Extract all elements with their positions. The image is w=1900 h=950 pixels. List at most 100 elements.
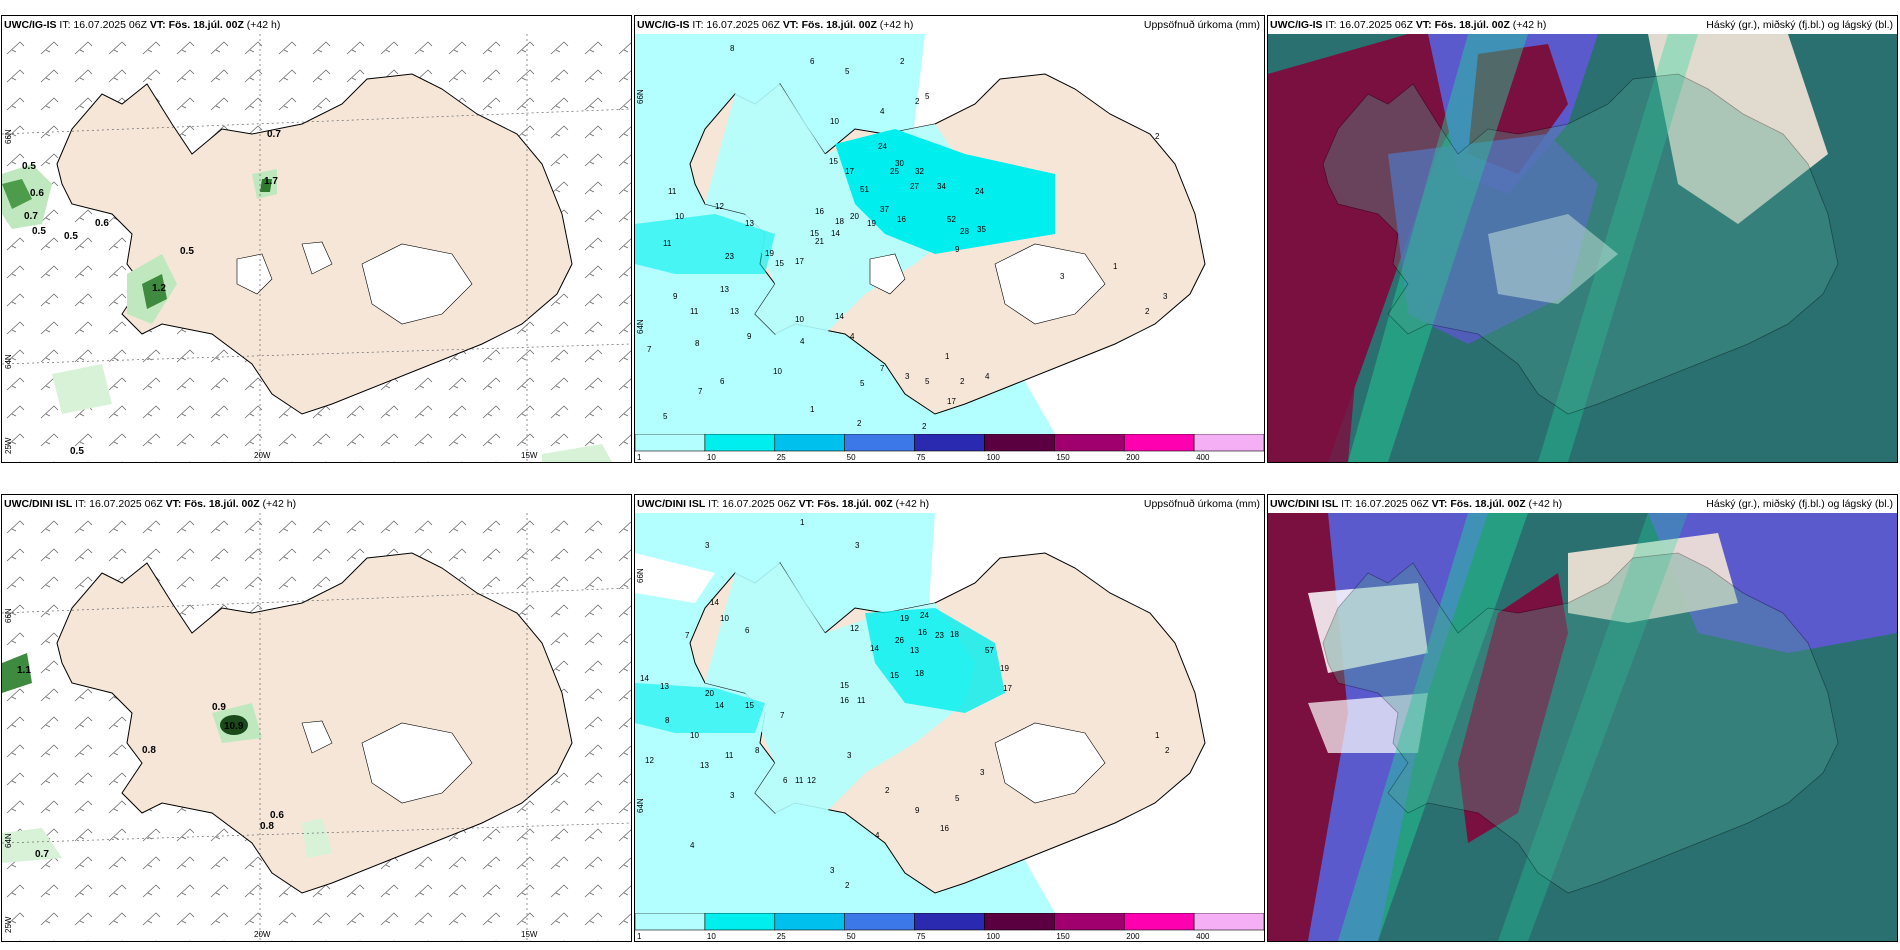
svg-text:13: 13 (745, 219, 754, 228)
panel-bottom-left-wind-gust: UWC/DINI ISL IT: 16.07.2025 06Z VT: Fös.… (1, 494, 632, 942)
panel-bottom-right-clouds: UWC/DINI ISL IT: 16.07.2025 06Z VT: Fös.… (1267, 494, 1898, 942)
svg-text:15: 15 (890, 671, 899, 680)
colorbar-tick: 50 (847, 453, 856, 462)
lat-label-64: 64N (4, 354, 13, 369)
gust-label: 0.6 (30, 188, 44, 199)
svg-text:20: 20 (705, 689, 714, 698)
map-svg-6 (1268, 513, 1897, 941)
svg-text:10: 10 (675, 212, 684, 221)
panel-top-middle-precip: UWC/IG-IS IT: 16.07.2025 06Z VT: Fös. 18… (634, 15, 1265, 463)
svg-text:13: 13 (720, 285, 729, 294)
svg-text:5: 5 (845, 67, 850, 76)
svg-text:3: 3 (1060, 272, 1065, 281)
svg-text:13: 13 (660, 682, 669, 691)
svg-text:3: 3 (830, 866, 835, 875)
svg-text:6: 6 (783, 776, 788, 785)
svg-text:1: 1 (945, 352, 950, 361)
lon-label-15: 15W (521, 930, 538, 939)
svg-text:3: 3 (705, 541, 710, 550)
svg-text:3: 3 (1163, 292, 1168, 301)
colorbar-swatch (984, 433, 1055, 452)
svg-text:15: 15 (810, 229, 819, 238)
svg-text:7: 7 (647, 345, 652, 354)
svg-text:5: 5 (925, 377, 930, 386)
svg-text:12: 12 (645, 756, 654, 765)
svg-text:2: 2 (857, 419, 862, 428)
svg-text:10: 10 (720, 614, 729, 623)
svg-text:3: 3 (847, 751, 852, 760)
precip-map: 3 1 3 14 10 7 6 12 19 24 16 23 18 57 19 … (635, 513, 1264, 913)
colorbar-swatch (1193, 433, 1264, 452)
gust-label: 0.8 (142, 745, 156, 756)
svg-text:2: 2 (1145, 307, 1150, 316)
svg-text:15: 15 (829, 157, 838, 166)
colorbar-swatch (844, 433, 915, 452)
svg-text:11: 11 (663, 239, 672, 248)
svg-text:19: 19 (867, 219, 876, 228)
svg-text:11: 11 (668, 187, 677, 196)
svg-text:3: 3 (730, 791, 735, 800)
svg-text:16: 16 (918, 628, 927, 637)
map-svg-1: 0.5 0.6 0.7 0.5 0.5 0.6 0.7 1.7 0.5 1.2 … (2, 34, 631, 462)
gust-label: 1.7 (264, 176, 278, 187)
svg-text:24: 24 (975, 187, 984, 196)
svg-text:14: 14 (710, 598, 719, 607)
colorbar-tick: 75 (917, 932, 926, 941)
svg-text:37: 37 (880, 205, 889, 214)
colorbar-swatch (1123, 433, 1195, 452)
svg-text:27: 27 (910, 182, 919, 191)
svg-text:10: 10 (690, 731, 699, 740)
svg-text:35: 35 (977, 225, 986, 234)
svg-text:2: 2 (1165, 746, 1170, 755)
svg-text:12: 12 (850, 624, 859, 633)
colorbar-tick: 200 (1126, 932, 1140, 941)
svg-text:19: 19 (900, 614, 909, 623)
colorbar-swatch (914, 912, 985, 931)
svg-text:14: 14 (831, 229, 840, 238)
colorbar-swatch (1123, 912, 1195, 931)
precip-map: 8 6 5 2 2 4 5 10 24 30 32 15 17 25 27 34… (635, 34, 1264, 434)
svg-text:14: 14 (640, 674, 649, 683)
svg-text:17: 17 (845, 167, 854, 176)
svg-text:10: 10 (773, 367, 782, 376)
lat-label-64: 64N (4, 833, 13, 848)
svg-text:8: 8 (730, 44, 735, 53)
lat-label-64: 64N (636, 319, 645, 334)
svg-text:32: 32 (915, 167, 924, 176)
svg-text:4: 4 (875, 831, 880, 840)
svg-text:2: 2 (960, 377, 965, 386)
svg-text:15: 15 (840, 681, 849, 690)
colorbar-swatch (635, 912, 706, 931)
lat-label-65: 66N (636, 89, 645, 104)
gust-label: 1.2 (152, 283, 166, 294)
svg-text:12: 12 (715, 202, 724, 211)
svg-text:19: 19 (765, 249, 774, 258)
svg-text:51: 51 (860, 185, 869, 194)
svg-text:1: 1 (810, 405, 815, 414)
colorbar-tick: 75 (917, 453, 926, 462)
colorbar-tick: 400 (1196, 453, 1210, 462)
colorbar-tick: 25 (777, 932, 786, 941)
svg-text:2: 2 (845, 881, 850, 890)
lon-label-15: 15W (521, 451, 538, 460)
svg-text:4: 4 (985, 372, 990, 381)
svg-text:1: 1 (800, 518, 805, 527)
panel-header: UWC/IG-IS IT: 16.07.2025 06Z VT: Fös. 18… (4, 19, 281, 31)
gust-label: 0.6 (95, 218, 109, 229)
svg-text:23: 23 (935, 631, 944, 640)
panel-subtitle: Uppsöfnuð úrkoma (mm) (1143, 19, 1260, 31)
gust-label: 0.7 (35, 849, 49, 860)
panel-subtitle: Háský (gr.), miðský (fj.bl.) og lágský (… (1706, 498, 1893, 510)
svg-text:4: 4 (850, 332, 855, 341)
svg-text:6: 6 (745, 626, 750, 635)
colorbar-swatch (984, 912, 1055, 931)
svg-text:7: 7 (880, 364, 885, 373)
svg-text:6: 6 (720, 377, 725, 386)
panel-bottom-middle-precip: UWC/DINI ISL IT: 16.07.2025 06Z VT: Fös.… (634, 494, 1265, 942)
lat-label-66: 66N (636, 568, 645, 583)
map-svg-4: 1.1 0.9 10.9 0.8 0.6 0.8 0.7 66N 64N 25W… (2, 513, 631, 941)
svg-text:5: 5 (860, 379, 865, 388)
colorbar-tick: 10 (707, 453, 716, 462)
lon-label-20: 20W (254, 930, 271, 939)
svg-text:4: 4 (800, 337, 805, 346)
